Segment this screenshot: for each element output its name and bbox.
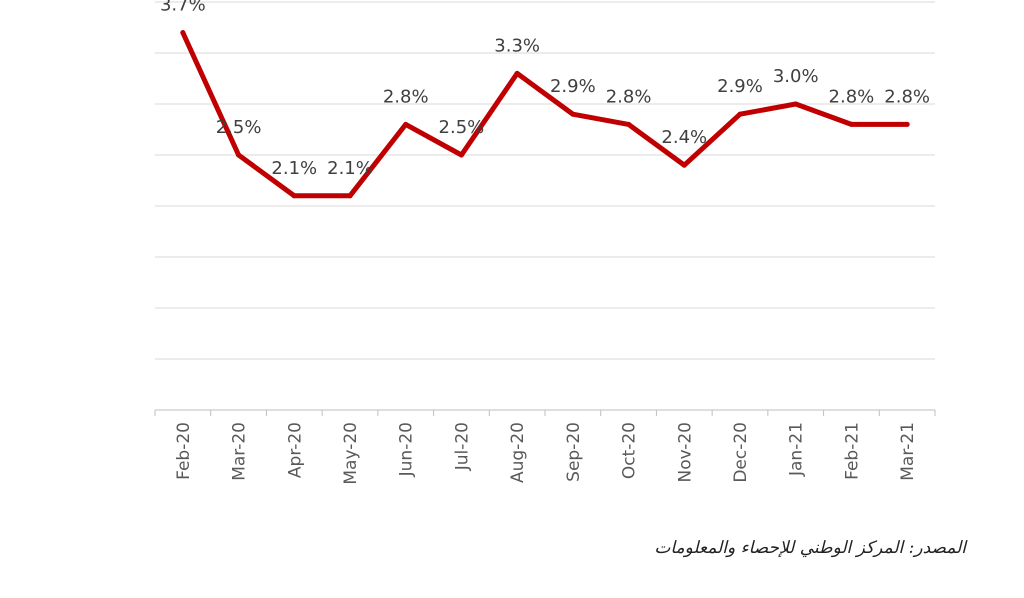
x-tick-label: Jul-20 (452, 422, 472, 471)
x-tick-label: Dec-20 (731, 422, 751, 483)
data-point (848, 121, 854, 127)
x-tick-label: Jan-21 (787, 422, 807, 477)
data-label: 2.9% (550, 76, 596, 97)
data-point (347, 193, 353, 199)
data-label: 2.5% (216, 117, 262, 138)
x-tick-label: Mar-21 (898, 422, 918, 481)
data-point (681, 162, 687, 168)
series-line (180, 30, 910, 199)
x-tick-label: Oct-20 (620, 422, 640, 479)
data-label: 2.8% (829, 86, 875, 107)
data-point (180, 30, 186, 36)
data-label: 2.8% (884, 86, 930, 107)
data-label: 2.5% (439, 117, 485, 138)
data-point (291, 193, 297, 199)
data-point (403, 121, 409, 127)
data-label: 2.1% (327, 158, 373, 179)
x-tick-label: May-20 (341, 422, 361, 485)
x-tick-label: Nov-20 (675, 422, 695, 483)
data-label: 3.7% (160, 0, 206, 16)
data-label: 2.4% (661, 127, 707, 148)
x-tick-label: Apr-20 (285, 422, 305, 478)
data-point (236, 152, 242, 158)
x-tick-label: Mar-20 (230, 422, 250, 481)
x-tick-label: Jun-20 (397, 422, 417, 477)
source-note: المصدر: المركز الوطني للإحصاء والمعلومات (654, 538, 966, 558)
data-point (514, 70, 520, 76)
data-label: 3.3% (494, 35, 540, 56)
data-point (737, 111, 743, 117)
x-tick-label: Aug-20 (508, 422, 528, 483)
data-point (458, 152, 464, 158)
x-tick-label: Feb-21 (842, 422, 862, 480)
data-point (626, 121, 632, 127)
data-point (793, 101, 799, 107)
data-label: 3.0% (773, 66, 819, 87)
x-tick-label: Feb-20 (174, 422, 194, 480)
data-label: 2.1% (271, 158, 317, 179)
data-label: 2.9% (717, 76, 763, 97)
data-label: 2.8% (606, 86, 652, 107)
data-point (904, 121, 910, 127)
x-tick-label: Sep-20 (564, 422, 584, 482)
data-point (570, 111, 576, 117)
data-label: 2.8% (383, 86, 429, 107)
